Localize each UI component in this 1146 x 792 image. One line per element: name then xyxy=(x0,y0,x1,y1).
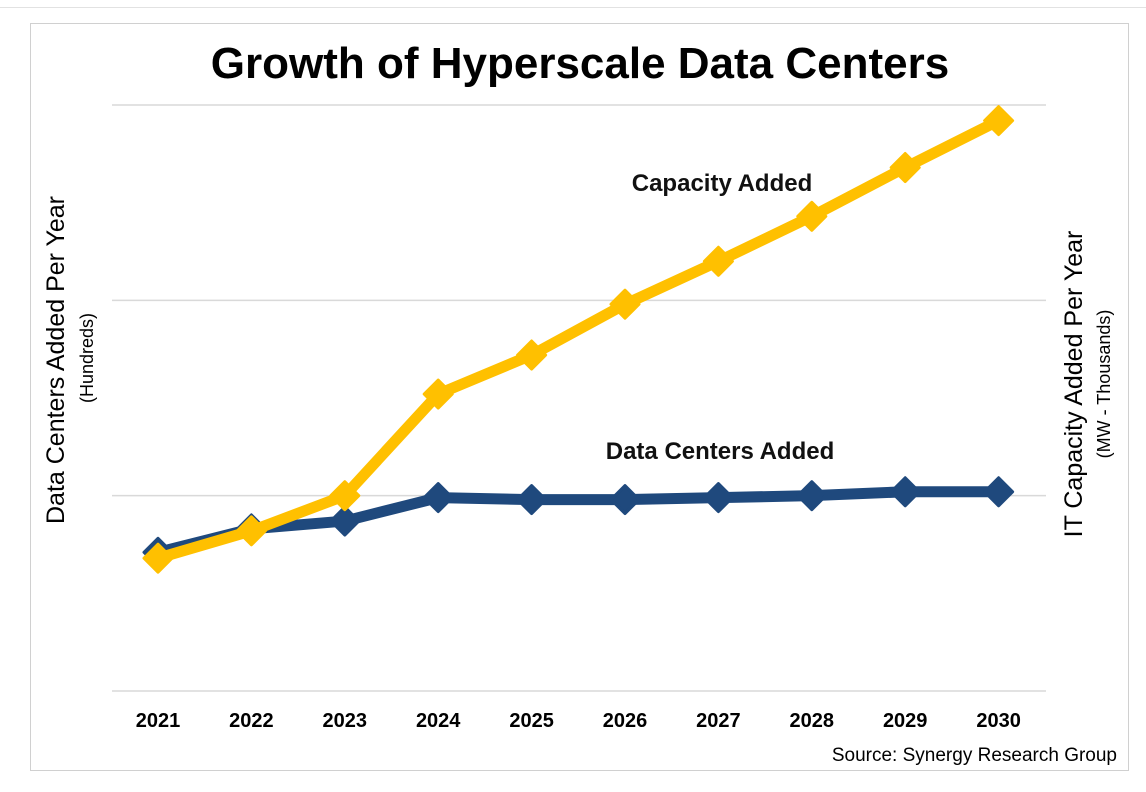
source-note: Source: Synergy Research Group xyxy=(832,745,1117,766)
data-point-marker xyxy=(889,152,921,184)
gridlines xyxy=(112,104,1046,692)
top-divider xyxy=(0,7,1146,8)
data-point-marker xyxy=(609,288,641,320)
data-point-marker xyxy=(329,505,361,537)
x-tick-label: 2027 xyxy=(696,710,741,732)
x-tick-label: 2025 xyxy=(509,710,554,732)
series-capacity-added xyxy=(142,105,1015,574)
left-axis-title: Data Centers Added Per Year xyxy=(42,196,70,524)
series-layer xyxy=(142,105,1015,574)
right-axis-subtitle: (MW - Thousands) xyxy=(1094,310,1114,459)
data-point-marker xyxy=(983,105,1015,137)
data-point-marker xyxy=(329,480,361,512)
x-tick-label: 2030 xyxy=(976,710,1021,732)
data-point-marker xyxy=(235,515,267,547)
data-point-marker xyxy=(516,484,548,516)
series-line xyxy=(152,115,1005,564)
data-point-marker xyxy=(422,482,454,514)
x-tick-label: 2022 xyxy=(229,710,274,732)
series-line xyxy=(152,486,1005,558)
chart-frame xyxy=(30,23,1129,771)
x-tick-label: 2026 xyxy=(603,710,648,732)
data-point-marker xyxy=(516,339,548,371)
data-point-marker xyxy=(142,542,174,574)
right-axis-title: IT Capacity Added Per Year xyxy=(1060,231,1088,538)
data-point-marker xyxy=(796,200,828,232)
chart-title: Growth of Hyperscale Data Centers xyxy=(211,39,949,88)
data-point-marker xyxy=(983,476,1015,508)
data-point-marker xyxy=(609,484,641,516)
data-point-marker xyxy=(702,245,734,277)
data-point-marker xyxy=(422,378,454,410)
data-point-marker xyxy=(889,476,921,508)
x-axis-ticks: 2021 2022 2023 2024 2025 2026 2027 2028 2029 2030 xyxy=(136,710,1021,732)
series-label-capacity-added: Capacity Added xyxy=(632,170,812,197)
x-tick-label: 2023 xyxy=(323,710,368,732)
data-point-marker xyxy=(796,480,828,512)
series-label-data-centers-added: Data Centers Added xyxy=(606,438,835,465)
left-axis-subtitle: (Hundreds) xyxy=(77,313,97,403)
x-tick-label: 2028 xyxy=(790,710,835,732)
x-tick-label: 2021 xyxy=(136,710,181,732)
x-tick-label: 2024 xyxy=(416,710,461,732)
data-point-marker xyxy=(702,482,734,514)
x-tick-label: 2029 xyxy=(883,710,928,732)
